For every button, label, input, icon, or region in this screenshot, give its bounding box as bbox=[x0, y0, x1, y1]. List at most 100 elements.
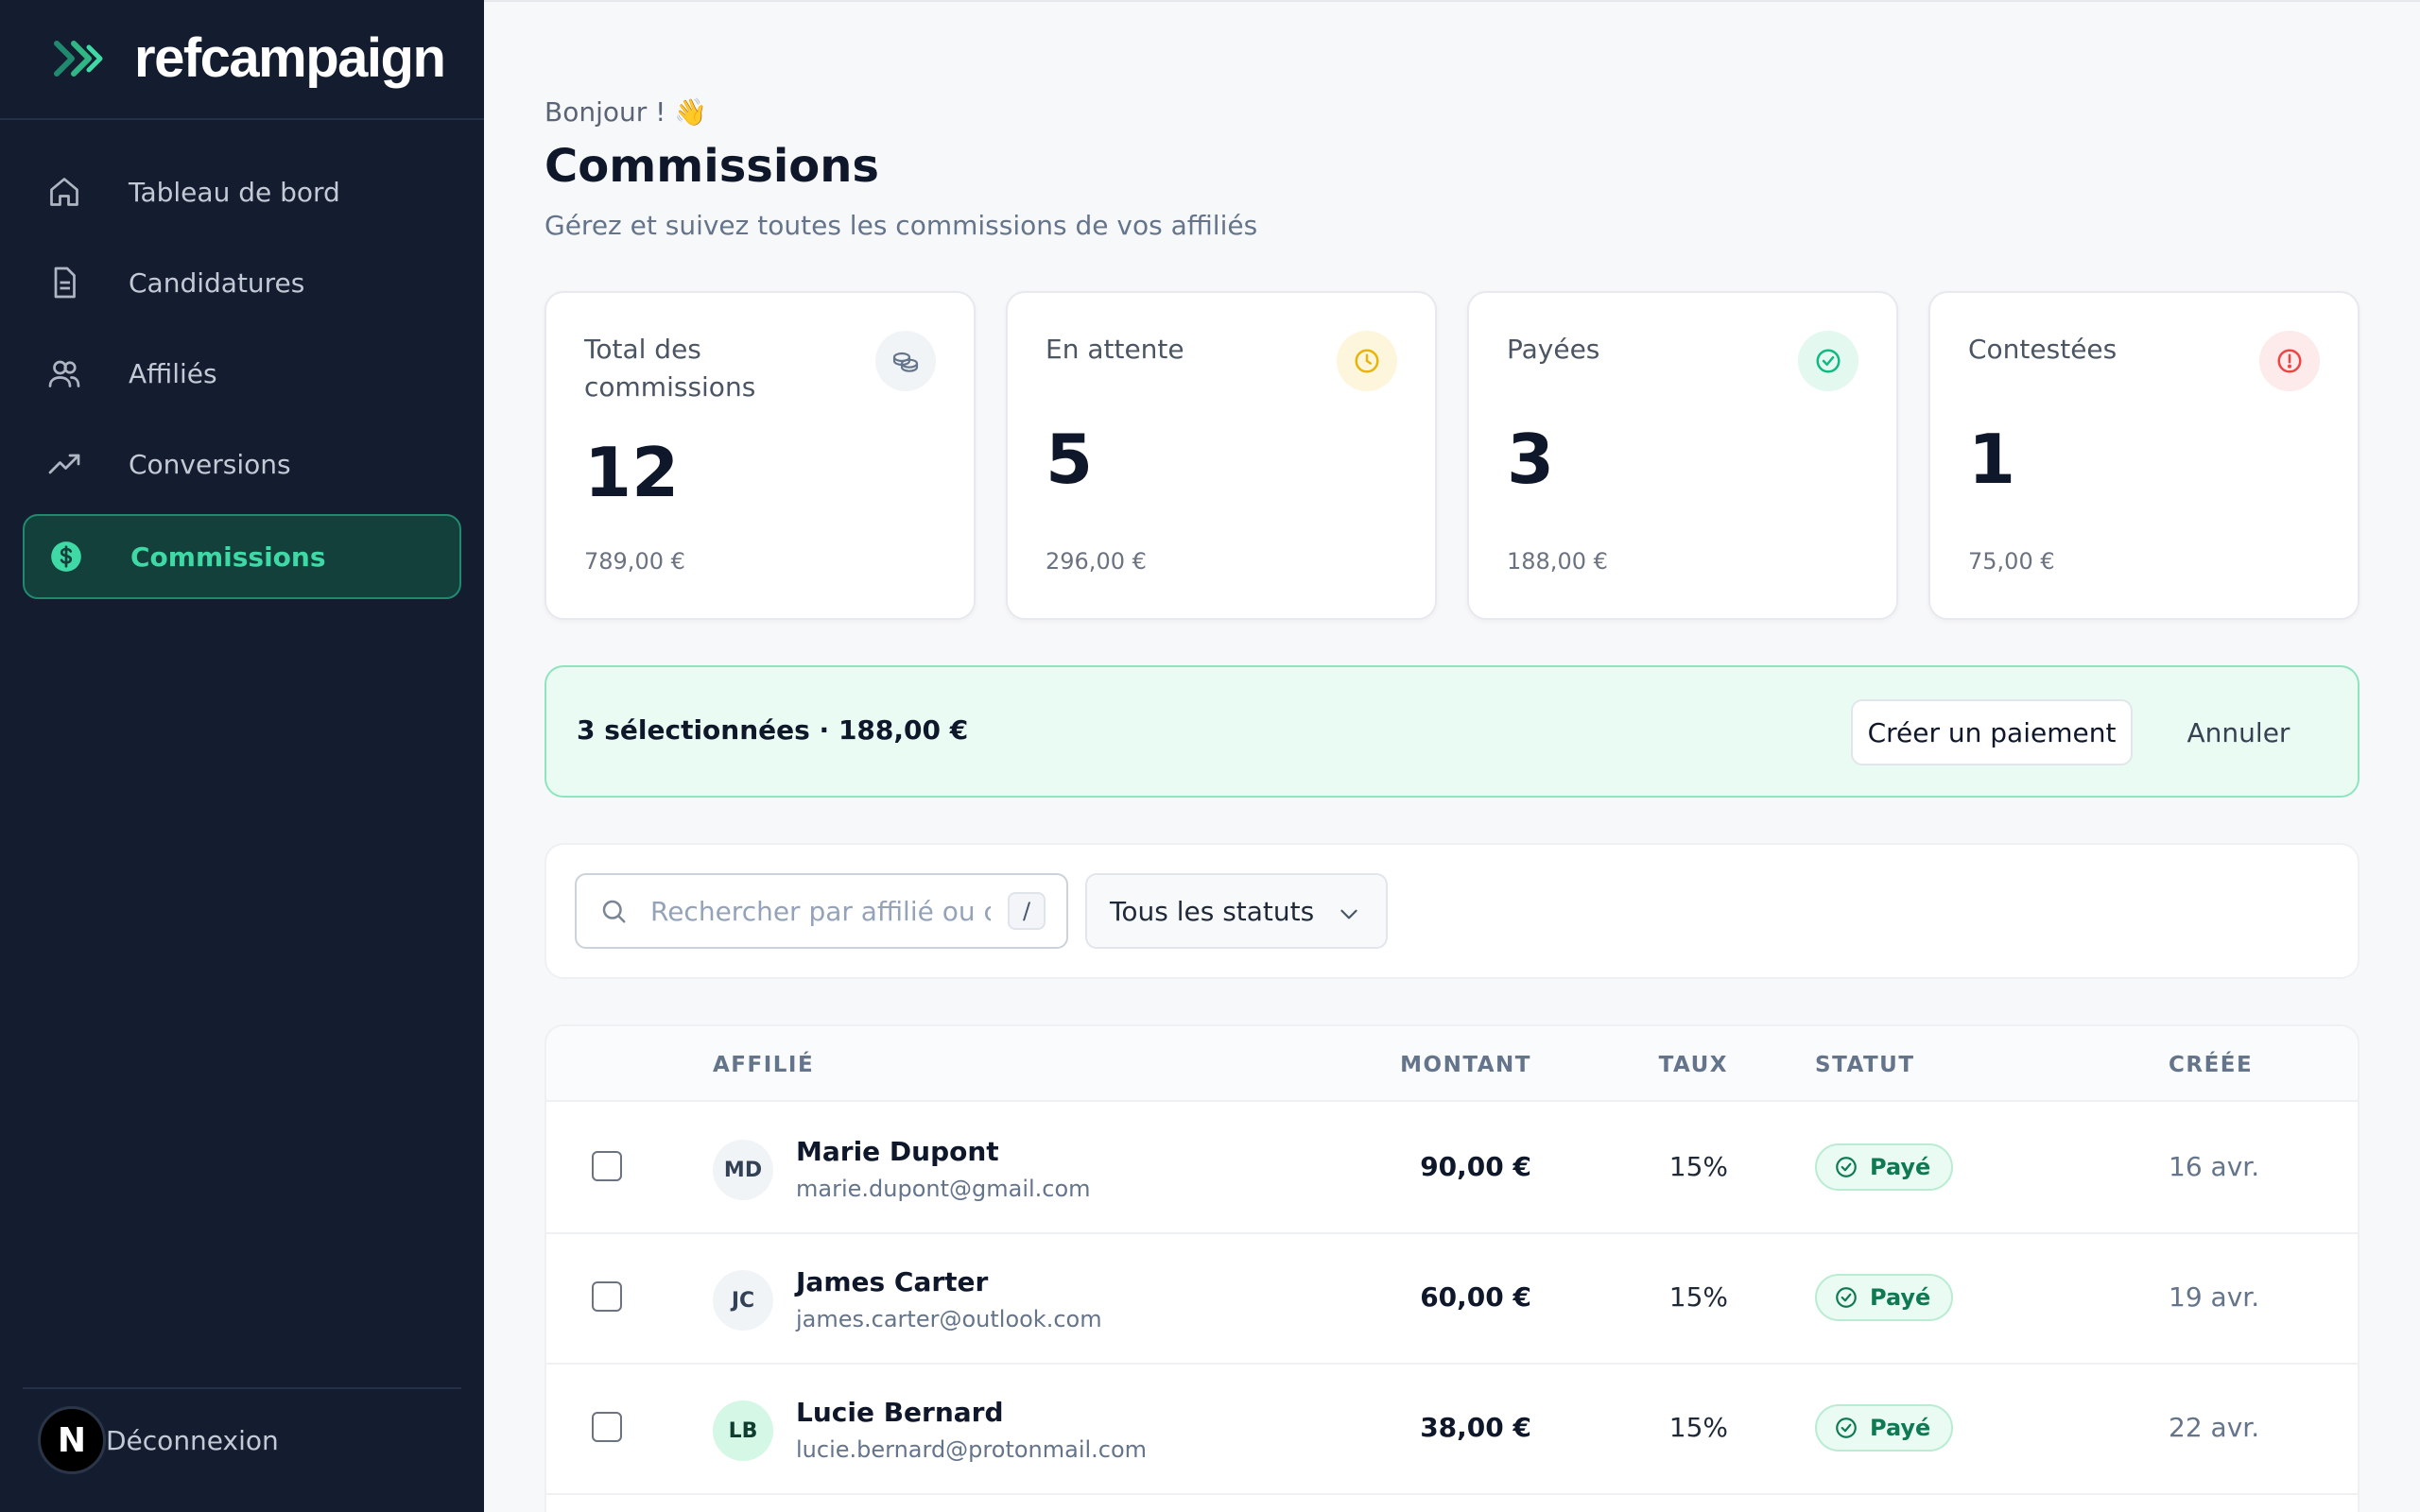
created-date: 16 avr. bbox=[2169, 1151, 2260, 1182]
commission-rate: 15% bbox=[1668, 1281, 1728, 1313]
affiliate-email: james.carter@outlook.com bbox=[796, 1306, 1102, 1332]
table-row[interactable]: LB Lucie Bernard lucie.bernard@protonmai… bbox=[546, 1365, 2358, 1495]
status-label: Payé bbox=[1870, 1415, 1931, 1441]
stat-value: 12 bbox=[584, 433, 680, 512]
sidebar-divider bbox=[23, 1387, 461, 1389]
avatar: MD bbox=[713, 1140, 773, 1200]
sidebar-item-dashboard[interactable]: Tableau de bord bbox=[23, 149, 461, 234]
affiliate-name: Marie Dupont bbox=[796, 1136, 999, 1167]
check-circle-icon bbox=[1836, 1157, 1857, 1177]
check-circle-icon bbox=[1836, 1287, 1857, 1308]
filter-bar: / Tous les statuts bbox=[544, 843, 2360, 979]
status-label: Payé bbox=[1870, 1284, 1931, 1311]
trending-up-icon bbox=[45, 445, 83, 483]
home-icon bbox=[45, 173, 83, 211]
affiliate-name: Lucie Bernard bbox=[796, 1397, 1004, 1428]
clock-icon bbox=[1337, 331, 1397, 391]
logout-button[interactable]: N Déconnexion bbox=[38, 1406, 454, 1474]
created-date: 22 avr. bbox=[2169, 1412, 2260, 1443]
stat-amount: 789,00 € bbox=[584, 548, 685, 575]
stat-label: Payées bbox=[1507, 334, 1600, 365]
row-checkbox[interactable] bbox=[592, 1151, 622, 1181]
page-title: Commissions bbox=[544, 140, 879, 193]
column-header-amount[interactable]: MONTANT bbox=[1400, 1053, 1531, 1077]
main-content: Bonjour ! 👋 Commissions Gérez et suivez … bbox=[484, 0, 2420, 1512]
chevron-down-icon bbox=[1340, 909, 1357, 919]
stat-label: En attente bbox=[1046, 334, 1184, 365]
sidebar-item-affiliates[interactable]: Affiliés bbox=[23, 331, 461, 416]
user-avatar[interactable]: N bbox=[38, 1406, 106, 1474]
stat-amount: 75,00 € bbox=[1968, 548, 2055, 575]
create-payment-button[interactable]: Créer un paiement bbox=[1851, 699, 2133, 765]
search-field[interactable]: / bbox=[575, 873, 1068, 949]
commissions-table: AFFILIÉ MONTANT TAUX STATUT CRÉÉE MD Mar… bbox=[544, 1024, 2360, 1512]
created-date: 19 avr. bbox=[2169, 1281, 2260, 1313]
greeting: Bonjour ! 👋 bbox=[544, 96, 708, 128]
table-row[interactable]: JC James Carter james.carter@outlook.com… bbox=[546, 1234, 2358, 1365]
status-badge: Payé bbox=[1815, 1274, 1954, 1321]
column-header-created[interactable]: CRÉÉE bbox=[2169, 1053, 2254, 1077]
sidebar: refcampaign Tableau de bord Candidatures… bbox=[0, 0, 484, 1512]
commission-amount: 60,00 € bbox=[1420, 1281, 1531, 1313]
sidebar-item-label: Candidatures bbox=[129, 266, 305, 299]
affiliate-email: marie.dupont@gmail.com bbox=[796, 1176, 1091, 1202]
brand-name: refcampaign bbox=[134, 27, 446, 89]
commission-rate: 15% bbox=[1668, 1151, 1728, 1182]
stat-label: Total des commissions bbox=[584, 334, 756, 403]
column-header-status[interactable]: STATUT bbox=[1815, 1053, 1915, 1077]
sidebar-item-label: Affiliés bbox=[129, 357, 217, 389]
stat-card-pending: En attente 5 296,00 € bbox=[1006, 291, 1437, 620]
status-label: Payé bbox=[1870, 1154, 1931, 1180]
avatar: JC bbox=[713, 1270, 773, 1331]
logout-label: Déconnexion bbox=[106, 1425, 279, 1456]
coins-icon bbox=[875, 331, 936, 391]
commission-amount: 90,00 € bbox=[1420, 1151, 1531, 1182]
affiliate-email: lucie.bernard@protonmail.com bbox=[796, 1436, 1148, 1463]
search-input[interactable] bbox=[650, 895, 991, 927]
stat-card-total: Total des commissions 12 789,00 € bbox=[544, 291, 976, 620]
shortcut-key: / bbox=[1008, 892, 1046, 930]
brand[interactable]: refcampaign bbox=[0, 0, 484, 120]
selection-summary: 3 sélectionnées · 188,00 € bbox=[577, 714, 969, 746]
commission-amount: 38,00 € bbox=[1420, 1412, 1531, 1443]
column-header-affiliate[interactable]: AFFILIÉ bbox=[713, 1053, 815, 1077]
users-icon bbox=[45, 354, 83, 392]
dollar-circle-icon bbox=[47, 538, 85, 576]
commission-rate: 15% bbox=[1668, 1412, 1728, 1443]
status-badge: Payé bbox=[1815, 1404, 1954, 1452]
status-filter-select[interactable]: Tous les statuts bbox=[1085, 873, 1388, 949]
stat-value: 5 bbox=[1046, 420, 1094, 499]
column-header-rate[interactable]: TAUX bbox=[1658, 1053, 1728, 1077]
document-icon bbox=[45, 264, 83, 301]
sidebar-item-applications[interactable]: Candidatures bbox=[23, 240, 461, 325]
stat-card-disputed: Contestées 1 75,00 € bbox=[1928, 291, 2360, 620]
row-checkbox[interactable] bbox=[592, 1281, 622, 1312]
stat-card-paid: Payées 3 188,00 € bbox=[1467, 291, 1898, 620]
cancel-selection-button[interactable]: Annuler bbox=[2187, 716, 2290, 748]
table-header: AFFILIÉ MONTANT TAUX STATUT CRÉÉE bbox=[546, 1026, 2358, 1102]
status-badge: Payé bbox=[1815, 1143, 1954, 1191]
sidebar-item-label: Tableau de bord bbox=[129, 176, 340, 208]
double-chevron-logo-icon bbox=[54, 41, 103, 77]
page-subtitle: Gérez et suivez toutes les commissions d… bbox=[544, 210, 1258, 241]
table-row[interactable]: MD Marie Dupont marie.dupont@gmail.com 9… bbox=[546, 1104, 2358, 1234]
sidebar-item-conversions[interactable]: Conversions bbox=[23, 421, 461, 507]
check-circle-icon bbox=[1798, 331, 1858, 391]
sidebar-item-label: Conversions bbox=[129, 448, 291, 480]
stat-value: 3 bbox=[1507, 420, 1555, 499]
stat-amount: 296,00 € bbox=[1046, 548, 1147, 575]
selection-bar: 3 sélectionnées · 188,00 € Créer un paie… bbox=[544, 665, 2360, 798]
stat-value: 1 bbox=[1968, 420, 2016, 499]
sidebar-item-label: Commissions bbox=[130, 541, 326, 573]
sidebar-item-commissions[interactable]: Commissions bbox=[23, 514, 461, 599]
avatar: LB bbox=[713, 1400, 773, 1461]
affiliate-name: James Carter bbox=[796, 1266, 989, 1297]
row-checkbox[interactable] bbox=[592, 1412, 622, 1442]
check-circle-icon bbox=[1836, 1418, 1857, 1438]
alert-circle-icon bbox=[2259, 331, 2320, 391]
search-icon bbox=[602, 900, 626, 923]
status-filter-value: Tous les statuts bbox=[1110, 895, 1315, 927]
stat-label: Contestées bbox=[1968, 334, 2118, 365]
stat-amount: 188,00 € bbox=[1507, 548, 1608, 575]
